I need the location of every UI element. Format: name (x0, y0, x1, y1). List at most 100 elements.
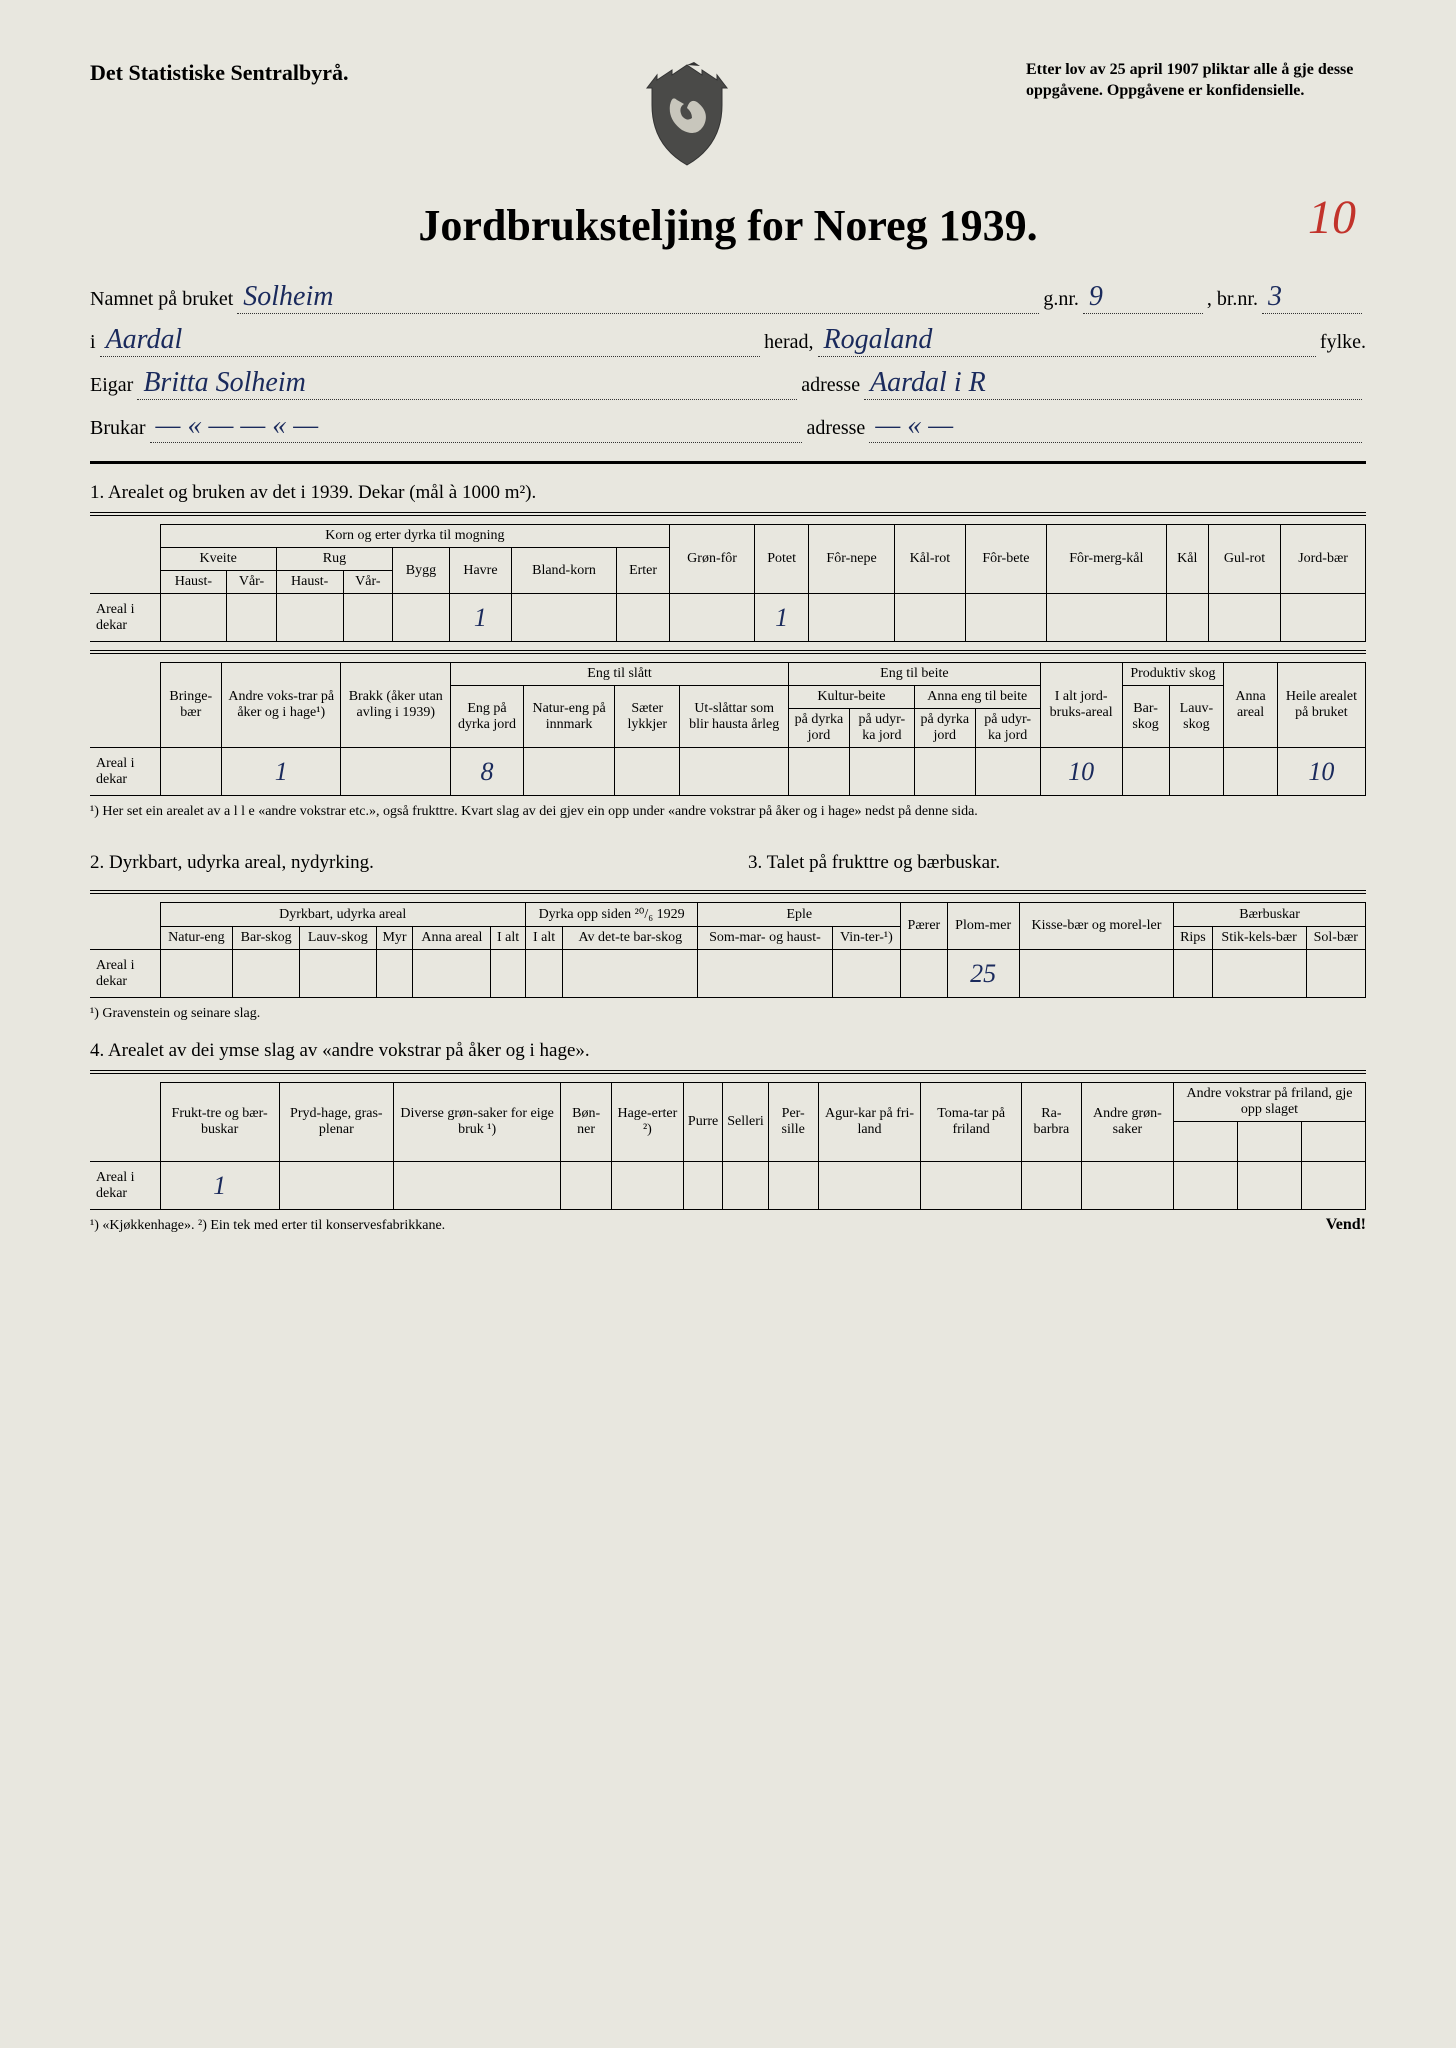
vend-label: Vend! (1326, 1216, 1366, 1234)
cell (723, 1162, 769, 1210)
cell (393, 1162, 560, 1210)
hdr-barskog2: Bar-skog (233, 927, 300, 950)
adresse2-value: — « — (869, 410, 1362, 443)
header: Det Statistiske Sentralbyrå. Etter lov a… (90, 60, 1366, 170)
divider (90, 890, 1366, 894)
hdr-paerer: Pærer (901, 903, 947, 950)
s4-footnote: ¹) «Kjøkkenhage». ²) Ein tek med erter t… (90, 1218, 445, 1234)
hdr-kveite: Kveite (160, 548, 276, 571)
row-areal-4: Areal i dekar (90, 1162, 160, 1210)
brnr-value: 3 (1262, 281, 1362, 314)
cell (1301, 1162, 1365, 1210)
cell (376, 950, 413, 998)
s2-footnote: ¹) Gravenstein og seinare slag. (90, 1006, 1366, 1022)
table-2-3: Dyrkbart, udyrka areal Dyrka opp siden ²… (90, 902, 1366, 998)
divider (90, 1070, 1366, 1074)
s1-title: 1. Arealet og bruken av det i 1939. Deka… (90, 482, 1366, 504)
s3-title: 3. Talet på frukttre og bærbuskar. (748, 852, 1366, 874)
i-label: i (90, 331, 96, 354)
hdr-paudyrka1: på udyr-ka jord (849, 709, 914, 748)
cell (523, 748, 614, 796)
cell (227, 594, 277, 642)
cell (670, 594, 755, 642)
eigar-value: Britta Solheim (137, 367, 797, 400)
table-1a: Korn og erter dyrka til mogning Grøn-fôr… (90, 524, 1366, 642)
hdr-baerbuskar: Bærbuskar (1174, 903, 1366, 927)
hdr-gronfor: Grøn-fôr (670, 525, 755, 594)
brukar-value: — « — — « — (150, 410, 803, 443)
cell-frukttre: 1 (160, 1162, 279, 1210)
hdr-sommar: Som-mar- og haust- (698, 927, 832, 950)
hdr-haust2: Haust- (276, 571, 343, 594)
hdr-engdyrka: Eng på dyrka jord (451, 686, 524, 748)
cell (1224, 748, 1278, 796)
hdr-brakk: Brakk (åker utan avling i 1939) (341, 663, 451, 748)
cell (894, 594, 965, 642)
cell (512, 594, 617, 642)
hdr-paudyrka2: på udyr-ka jord (975, 709, 1040, 748)
hdr-tomatar: Toma-tar på friland (921, 1083, 1021, 1162)
census-form-page: Det Statistiske Sentralbyrå. Etter lov a… (0, 0, 1456, 2048)
hdr-avdet: Av det-te bar-skog (563, 927, 698, 950)
hdr-barskog: Bar-skog (1122, 686, 1169, 748)
cell (1237, 1122, 1301, 1162)
form-title: Jordbruksteljing for Noreg 1939. (90, 200, 1366, 251)
hdr-bygg: Bygg (393, 548, 450, 594)
cell (818, 1162, 921, 1210)
cell-heile: 10 (1277, 748, 1365, 796)
page-mark: 10 (1308, 190, 1356, 245)
cell (343, 594, 393, 642)
hdr-var2: Vår- (343, 571, 393, 594)
hdr-natureng: Natur-eng på innmark (523, 686, 614, 748)
hdr-annaareal: Anna areal (1224, 663, 1278, 748)
hdr-engslatt: Eng til slått (451, 663, 789, 686)
cell (966, 594, 1047, 642)
hdr-annaeng: Anna eng til beite (914, 686, 1040, 709)
cell (698, 950, 832, 998)
hdr-bonner: Bøn-ner (561, 1083, 612, 1162)
cell (300, 950, 377, 998)
hdr-skog: Produktiv skog (1122, 663, 1224, 686)
hdr-forbete: Fôr-bete (966, 525, 1047, 594)
hdr-ialtjord: I alt jord-bruks-areal (1040, 663, 1122, 748)
fylke-value: Rogaland (818, 324, 1316, 357)
gnr-value: 9 (1083, 281, 1203, 314)
cell (914, 748, 975, 796)
cell (1169, 748, 1224, 796)
hdr-andre-vokstrar: Andre voks-trar på åker og i hage¹) (222, 663, 341, 748)
cell (1021, 1162, 1081, 1210)
hdr-potet: Potet (754, 525, 808, 594)
cell-plommer: 25 (947, 950, 1019, 998)
hdr-blandkorn: Bland-korn (512, 548, 617, 594)
hdr-myr: Myr (376, 927, 413, 950)
line-brukar: Brukar — « — — « — adresse — « — (90, 410, 1366, 443)
divider (90, 650, 1366, 654)
hdr-padyrka1: på dyrka jord (789, 709, 850, 748)
hdr-bringebaer: Bringe-bær (160, 663, 222, 748)
cell (413, 950, 491, 998)
cell (1306, 950, 1365, 998)
hdr-andregron: Andre grøn-saker (1081, 1083, 1173, 1162)
hdr-stikkels: Stik-kels-bær (1212, 927, 1306, 950)
divider (90, 512, 1366, 516)
hdr-hageerter: Hage-erter ²) (611, 1083, 683, 1162)
hdr-padyrka2: på dyrka jord (914, 709, 975, 748)
cell (341, 748, 451, 796)
hdr-ialt2: I alt (525, 927, 562, 950)
bruket-label: Namnet på bruket (90, 288, 233, 311)
hdr-var1: Vår- (227, 571, 277, 594)
table-1b: Bringe-bær Andre voks-trar på åker og i … (90, 662, 1366, 796)
cell (611, 1162, 683, 1210)
hdr-rabarbra: Ra-barbra (1021, 1083, 1081, 1162)
hdr-natureng2: Natur-eng (160, 927, 233, 950)
hdr-purre: Purre (683, 1083, 722, 1162)
hdr-haust1: Haust- (160, 571, 227, 594)
cell (1046, 594, 1166, 642)
hdr-vinter: Vin-ter-¹) (832, 927, 901, 950)
hdr-kulturbeite: Kultur-beite (789, 686, 915, 709)
sted-value: Aardal (100, 324, 761, 357)
hdr-frukttre: Frukt-tre og bær-buskar (160, 1083, 279, 1162)
cell (1173, 1162, 1237, 1210)
hdr-kisse: Kisse-bær og morel-ler (1019, 903, 1173, 950)
brnr-label: , br.nr. (1207, 288, 1258, 311)
